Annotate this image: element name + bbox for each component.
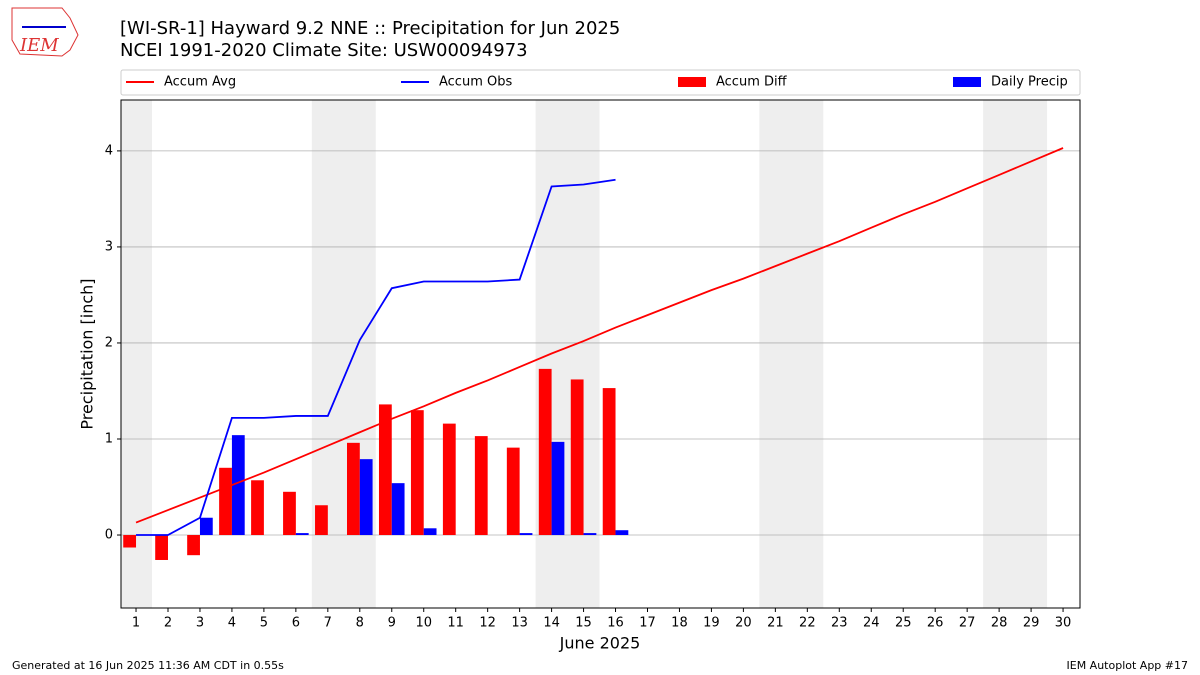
legend-swatch (678, 77, 706, 87)
x-tick-label: 19 (703, 616, 720, 631)
x-tick-label: 2 (164, 616, 172, 631)
x-tick-label: 11 (447, 616, 464, 631)
chart-title: [WI-SR-1] Hayward 9.2 NNE :: Precipitati… (120, 18, 620, 39)
x-tick-label: 28 (991, 616, 1008, 631)
bar (155, 535, 168, 560)
bar (442, 423, 456, 536)
y-tick-label: 0 (105, 528, 113, 543)
bar (423, 528, 437, 536)
footer-left: Generated at 16 Jun 2025 11:36 AM CDT in… (12, 659, 284, 672)
logo-outline (11, 7, 79, 57)
bar (551, 441, 565, 536)
x-tick-label: 15 (575, 616, 592, 631)
footer-right: IEM Autoplot App #17 (1067, 659, 1189, 672)
bar (187, 535, 200, 556)
legend-box (120, 69, 1081, 96)
x-tick-label: 20 (735, 616, 752, 631)
x-tick-label: 7 (324, 616, 332, 631)
legend-swatch (953, 77, 981, 87)
weekend-shade (121, 100, 153, 608)
bar (538, 368, 552, 536)
x-tick-label: 12 (479, 616, 496, 631)
bar (347, 442, 360, 536)
plot (121, 100, 1080, 608)
weekend-shade (983, 100, 1048, 608)
legend-label: Accum Avg (164, 75, 236, 90)
bar (231, 435, 245, 536)
logo: IEM (11, 7, 79, 57)
bar (602, 388, 616, 536)
line (135, 147, 1064, 524)
bar (570, 379, 584, 536)
y-axis-label: Precipitation [inch] (78, 278, 97, 429)
x-tick-label: 18 (671, 616, 688, 631)
x-tick-label: 6 (292, 616, 300, 631)
bar (359, 459, 373, 536)
bar (519, 533, 533, 536)
x-tick-label: 3 (196, 616, 204, 631)
x-tick-label: 8 (356, 616, 364, 631)
y-tick-label: 4 (105, 143, 113, 158)
x-tick-label: 14 (543, 616, 560, 631)
bar (474, 436, 488, 536)
x-tick-label: 22 (799, 616, 816, 631)
x-tick-label: 30 (1055, 616, 1072, 631)
plot-frame (120, 99, 1081, 609)
x-tick-label: 25 (895, 616, 912, 631)
x-tick-label: 5 (260, 616, 268, 631)
bar (283, 491, 296, 536)
bar (583, 533, 597, 536)
bar (123, 535, 137, 548)
bar (506, 447, 520, 536)
x-tick-label: 26 (927, 616, 944, 631)
bar (199, 517, 213, 536)
logo-text: IEM (19, 35, 59, 56)
bar (615, 530, 629, 536)
x-tick-label: 16 (607, 616, 624, 631)
x-tick-label: 17 (639, 616, 656, 631)
chart-subtitle: NCEI 1991-2020 Climate Site: USW00094973 (120, 40, 528, 61)
bar (219, 467, 232, 536)
bar (378, 404, 392, 536)
y-tick-label: 1 (105, 431, 113, 446)
legend-label: Accum Diff (716, 75, 788, 90)
x-tick-label: 10 (415, 616, 432, 631)
bar (251, 480, 264, 536)
legend-label: Daily Precip (991, 75, 1068, 90)
bar (295, 533, 309, 536)
x-tick-label: 29 (1023, 616, 1040, 631)
bar (391, 483, 405, 536)
x-tick-label: 1 (132, 616, 140, 631)
x-tick-label: 13 (511, 616, 528, 631)
y-tick-label: 2 (105, 335, 113, 350)
line (136, 178, 616, 536)
bar (315, 505, 328, 536)
x-tick-label: 24 (863, 616, 880, 631)
x-tick-label: 21 (767, 616, 784, 631)
x-tick-label: 23 (831, 616, 848, 631)
x-tick-label: 9 (388, 616, 396, 631)
bar (410, 410, 424, 536)
x-axis-label: June 2025 (559, 634, 641, 653)
x-tick-label: 27 (959, 616, 976, 631)
x-tick-label: 4 (228, 616, 236, 631)
y-tick-label: 3 (105, 239, 113, 254)
legend-label: Accum Obs (439, 75, 512, 90)
weekend-shade (759, 100, 824, 608)
